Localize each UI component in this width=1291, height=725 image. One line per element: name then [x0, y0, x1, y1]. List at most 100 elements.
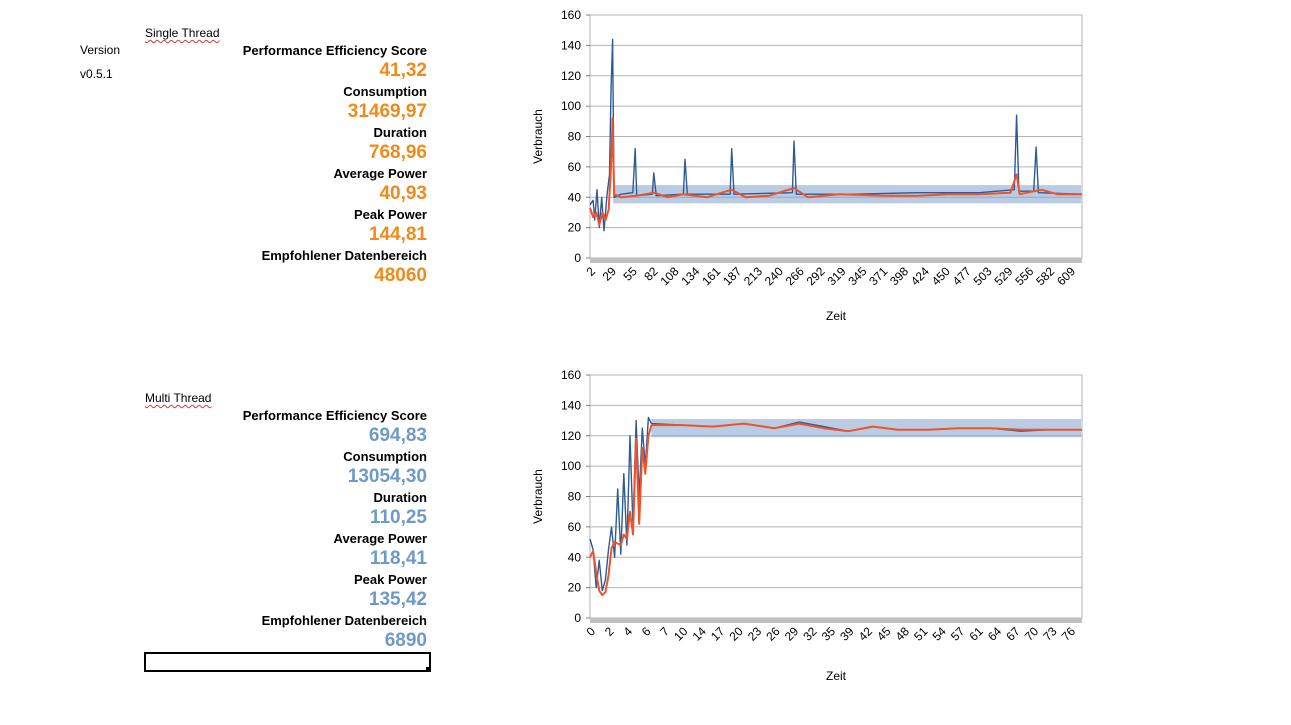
st-avg-power-label: Average Power — [333, 166, 427, 181]
chart0-y-tick-label: 20 — [568, 221, 582, 235]
chart1-y-tick-label: 160 — [561, 368, 581, 382]
chart1-x-axis-bar — [590, 618, 1082, 623]
chart0-y-tick-label: 40 — [568, 190, 582, 204]
chart1-x-tick-label: 54 — [930, 624, 950, 644]
chart1-x-tick-label: 57 — [948, 624, 968, 644]
mt-consumption-value: 13054,30 — [347, 466, 427, 487]
chart0-x-tick-label: 187 — [720, 264, 744, 288]
chart0-x-tick-label: 240 — [762, 264, 786, 288]
st-duration-value: 768,96 — [368, 142, 427, 163]
mt-range-value: 6890 — [384, 630, 427, 651]
chart1-y-tick-label: 100 — [561, 459, 581, 473]
chart1-y-tick-label: 120 — [561, 429, 581, 443]
mt-peak-power-label: Peak Power — [354, 572, 427, 587]
chart0-series-raw-line — [589, 38, 1083, 232]
chart1-x-tick-label: 32 — [800, 624, 820, 644]
chart0-x-tick-label: 292 — [804, 264, 828, 288]
chart1-y-tick-label: 20 — [568, 581, 582, 595]
st-duration-label: Duration — [373, 125, 427, 140]
chart0-x-tick-label: 477 — [950, 264, 974, 288]
chart1-x-tick-label: 76 — [1059, 624, 1079, 644]
multi-thread-title: Multi Thread — [145, 391, 212, 405]
chart0-x-tick-label: 29 — [600, 264, 620, 284]
chart0-x-tick-label: 2 — [583, 264, 598, 279]
mt-duration-label: Duration — [373, 490, 427, 505]
selected-cell[interactable] — [144, 652, 431, 672]
chart1-x-tick-label: 67 — [1003, 624, 1023, 644]
chart1-x-tick-label: 23 — [745, 624, 765, 644]
mt-peak-power-value: 135,42 — [368, 589, 427, 610]
mt-score-label: Performance Efficiency Score — [242, 408, 427, 423]
chart1-x-axis-title: Zeit — [826, 669, 847, 683]
chart0-y-tick-label: 80 — [568, 130, 582, 144]
chart0-y-tick-label: 120 — [561, 69, 581, 83]
chart0-x-tick-label: 529 — [991, 264, 1015, 288]
mt-score-value: 694,83 — [368, 425, 427, 446]
chart0-x-axis-bar — [590, 258, 1082, 263]
chart0-y-tick-label: 140 — [561, 38, 581, 52]
chart1-y-tick-label: 80 — [568, 490, 582, 504]
chart0-x-tick-label: 55 — [621, 264, 641, 284]
mt-avg-power-value: 118,41 — [369, 548, 427, 569]
chart0-x-tick-label: 266 — [783, 264, 807, 288]
chart1-y-axis-title: Verbrauch — [531, 469, 545, 524]
chart0-x-tick-label: 82 — [641, 264, 661, 284]
chart0-x-axis-title: Zeit — [826, 309, 847, 323]
chart1-x-tick-label: 42 — [856, 624, 876, 644]
st-score-value: 41,32 — [379, 60, 427, 81]
chart1-x-tick-label: 48 — [893, 624, 913, 644]
chart0-y-tick-label: 100 — [561, 99, 581, 113]
chart0-x-tick-label: 609 — [1054, 264, 1078, 288]
single-thread-chart[interactable]: 0 20 40 60 80 100 120 140 160 2 29 55 82108134161187… — [520, 0, 1100, 335]
chart0-x-tick-label: 556 — [1012, 264, 1036, 288]
chart1-x-tick-label: 51 — [911, 624, 931, 644]
st-range-label: Empfohlener Datenbereich — [261, 248, 427, 263]
chart0-x-tick-label: 450 — [929, 264, 953, 288]
chart0-x-tick-label: 424 — [908, 264, 932, 288]
mt-consumption-label: Consumption — [343, 449, 427, 464]
chart0-y-axis-title: Verbrauch — [531, 109, 545, 164]
chart0-x-tick-label: 503 — [971, 264, 995, 288]
chart1-y-tick-label: 0 — [574, 611, 581, 625]
st-avg-power-value: 40,93 — [379, 183, 427, 204]
chart1-x-tick-label: 4 — [620, 624, 635, 639]
chart1-x-tick-label: 73 — [1040, 624, 1060, 644]
single-thread-title: Single Thread — [145, 26, 220, 40]
st-score-label: Performance Efficiency Score — [242, 43, 427, 58]
mt-range-label: Empfohlener Datenbereich — [261, 613, 427, 628]
chart0-x-tick-label: 161 — [699, 264, 723, 288]
chart0-x-tick-label: 319 — [824, 264, 848, 288]
chart1-x-tick-label: 29 — [782, 624, 802, 644]
mt-avg-power-label: Average Power — [333, 531, 427, 546]
chart1-x-tick-label: 6 — [639, 624, 654, 639]
chart1-x-tick-label: 17 — [708, 624, 728, 644]
chart1-x-tick-label: 35 — [819, 624, 839, 644]
chart0-x-tick-label: 371 — [866, 264, 890, 288]
chart0-y-tick-label: 160 — [561, 8, 581, 22]
st-peak-power-label: Peak Power — [354, 207, 427, 222]
chart0-x-tick-label: 213 — [741, 264, 765, 288]
chart1-x-tick-label: 0 — [583, 624, 598, 639]
chart1-x-tick-label: 2 — [602, 624, 617, 639]
chart0-x-tick-label: 108 — [658, 264, 682, 288]
chart1-x-tick-label: 61 — [966, 624, 986, 644]
st-consumption-label: Consumption — [343, 84, 427, 99]
st-consumption-value: 31469,97 — [347, 101, 427, 122]
chart0-x-tick-label: 134 — [678, 264, 702, 288]
chart1-x-tick-label: 7 — [657, 624, 672, 639]
cell-fill-handle[interactable] — [426, 667, 431, 672]
chart1-x-tick-label: 26 — [763, 624, 783, 644]
chart0-x-tick-label: 582 — [1033, 264, 1057, 288]
st-range-value: 48060 — [374, 265, 427, 286]
chart0-y-tick-label: 0 — [574, 251, 581, 265]
chart1-x-tick-label: 20 — [726, 624, 746, 644]
chart0-x-tick-label: 345 — [845, 264, 869, 288]
chart1-series-average-line — [589, 422, 1082, 597]
chart0-y-tick-label: 60 — [568, 160, 582, 174]
chart1-x-tick-label: 39 — [837, 624, 857, 644]
chart1-x-tick-label: 64 — [985, 624, 1005, 644]
version-value: v0.5.1 — [80, 67, 113, 81]
chart0-series-average-line — [589, 117, 1082, 226]
chart1-y-tick-label: 140 — [561, 398, 581, 412]
